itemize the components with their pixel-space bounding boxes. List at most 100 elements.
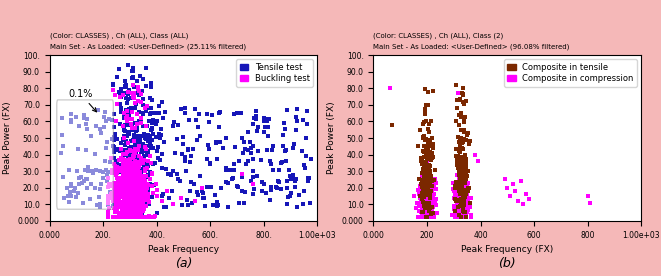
Point <box>134 173 144 178</box>
Point <box>120 123 130 127</box>
Point <box>420 174 431 178</box>
Point <box>424 214 435 218</box>
Point <box>134 74 145 78</box>
Point <box>419 171 430 175</box>
Point <box>419 187 430 191</box>
Point <box>116 179 127 183</box>
Point <box>458 205 469 209</box>
Point <box>419 204 430 209</box>
Point <box>428 211 439 215</box>
Point <box>454 180 465 184</box>
Point <box>278 144 288 148</box>
Point <box>204 120 214 124</box>
Point <box>427 203 438 208</box>
Point <box>459 204 469 209</box>
Point <box>305 201 315 206</box>
Point <box>107 191 118 196</box>
Point <box>451 192 461 197</box>
Point <box>299 163 309 168</box>
Point <box>121 186 132 191</box>
Point <box>194 111 204 116</box>
Point <box>173 123 183 127</box>
Point <box>458 196 469 200</box>
Point <box>421 103 432 107</box>
Point <box>137 176 147 181</box>
Point <box>461 174 472 179</box>
Point <box>412 187 423 192</box>
Point <box>125 166 136 171</box>
Point <box>421 201 432 206</box>
Point <box>420 201 430 205</box>
Point <box>106 168 117 173</box>
Point <box>157 194 167 198</box>
Point <box>457 210 468 215</box>
Point <box>124 164 135 168</box>
Point <box>134 119 144 123</box>
Point <box>455 208 465 212</box>
Point <box>461 197 471 201</box>
Point <box>258 130 269 134</box>
Point <box>112 176 123 180</box>
Point <box>418 183 429 187</box>
Point <box>457 147 468 152</box>
Point <box>122 134 132 138</box>
Point <box>290 184 300 189</box>
Point <box>419 206 430 210</box>
Point <box>123 147 134 152</box>
Point <box>126 148 137 153</box>
Point <box>288 173 298 177</box>
Point <box>417 198 428 203</box>
Point <box>454 184 465 189</box>
Point <box>127 169 137 174</box>
Point <box>122 202 133 207</box>
Point <box>127 147 137 152</box>
Point <box>459 102 469 107</box>
Point <box>119 183 130 187</box>
Point <box>428 215 438 220</box>
Point <box>463 207 473 211</box>
Point <box>140 197 151 201</box>
Point <box>118 159 129 163</box>
Point <box>129 200 139 205</box>
Point <box>424 203 435 208</box>
Point <box>120 215 130 220</box>
Point <box>122 215 133 220</box>
Point <box>461 203 472 207</box>
Point <box>421 169 432 173</box>
Point <box>191 118 202 122</box>
Point <box>524 197 534 201</box>
Point <box>421 205 432 210</box>
Point <box>126 206 136 210</box>
Point <box>111 197 122 201</box>
Point <box>126 139 136 144</box>
Point <box>426 184 437 188</box>
Point <box>455 191 465 195</box>
Point <box>138 103 149 107</box>
Point <box>204 162 215 166</box>
Point <box>455 167 465 171</box>
Point <box>133 201 143 205</box>
Point <box>134 176 145 181</box>
Point <box>128 184 138 189</box>
Point <box>176 107 186 111</box>
Point <box>153 111 164 115</box>
Point <box>233 185 243 189</box>
Point <box>115 200 126 204</box>
Point <box>420 138 430 142</box>
Point <box>130 188 141 193</box>
Point <box>132 177 143 182</box>
Point <box>461 206 471 210</box>
Point <box>122 192 132 197</box>
Point <box>184 118 195 122</box>
Point <box>128 156 138 161</box>
Point <box>248 169 258 173</box>
Point <box>56 150 66 155</box>
Point <box>424 122 434 126</box>
Point <box>131 102 141 106</box>
Point <box>288 146 298 150</box>
Point <box>133 192 143 197</box>
Point <box>137 215 147 220</box>
Point <box>129 184 139 189</box>
Point <box>459 193 470 198</box>
Point <box>124 158 135 163</box>
